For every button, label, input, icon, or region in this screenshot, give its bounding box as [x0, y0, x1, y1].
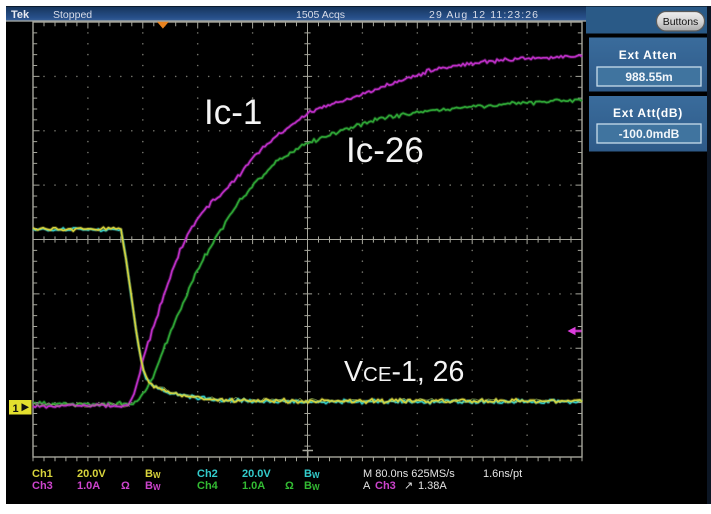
- svg-text:Ω: Ω: [285, 480, 294, 492]
- svg-text:VCE-1, 26: VCE-1, 26: [344, 356, 464, 388]
- svg-text:BW: BW: [304, 480, 320, 492]
- svg-text:Ch3: Ch3: [375, 480, 396, 492]
- svg-text:A: A: [363, 480, 371, 492]
- svg-text:20.0V: 20.0V: [242, 468, 271, 480]
- svg-text:1.38A: 1.38A: [418, 480, 447, 492]
- svg-text:988.55m: 988.55m: [625, 70, 672, 84]
- svg-text:BW: BW: [304, 468, 320, 480]
- svg-text:Ic-26: Ic-26: [346, 131, 424, 170]
- svg-text:1.6ns/pt: 1.6ns/pt: [483, 468, 522, 480]
- svg-text:Ch1: Ch1: [32, 468, 53, 480]
- svg-text:Ext Att(dB): Ext Att(dB): [613, 106, 683, 120]
- svg-text:BW: BW: [145, 468, 161, 480]
- svg-text:1505 Acqs: 1505 Acqs: [296, 9, 345, 21]
- svg-text:Ext Atten: Ext Atten: [619, 48, 678, 62]
- svg-text:Ω: Ω: [121, 480, 130, 492]
- svg-text:20.0V: 20.0V: [77, 468, 106, 480]
- svg-text:Stopped: Stopped: [53, 9, 92, 21]
- svg-text:Tek: Tek: [11, 9, 30, 21]
- svg-text:29 Aug 12 11:23:26: 29 Aug 12 11:23:26: [429, 9, 539, 21]
- svg-text:1: 1: [13, 403, 19, 415]
- svg-text:↗: ↗: [404, 480, 413, 492]
- svg-text:Ch4: Ch4: [197, 480, 219, 492]
- svg-text:1.0A: 1.0A: [242, 480, 265, 492]
- svg-text:1.0A: 1.0A: [77, 480, 100, 492]
- svg-text:Buttons: Buttons: [663, 16, 699, 28]
- svg-text:Ch2: Ch2: [197, 468, 218, 480]
- svg-text:Ic-1: Ic-1: [204, 93, 262, 132]
- svg-text:-100.0mdB: -100.0mdB: [619, 127, 680, 141]
- svg-text:M 80.0ns 625MS/s: M 80.0ns 625MS/s: [363, 468, 455, 480]
- svg-text:Ch3: Ch3: [32, 480, 53, 492]
- svg-text:BW: BW: [145, 480, 161, 492]
